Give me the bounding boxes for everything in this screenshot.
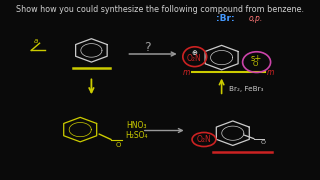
Text: ⊕: ⊕	[192, 50, 198, 56]
Text: O₂N: O₂N	[196, 135, 211, 144]
Text: :Br:: :Br:	[217, 14, 235, 23]
Text: H₂SO₄: H₂SO₄	[125, 130, 148, 140]
Text: o,p.: o,p.	[248, 14, 262, 23]
Text: m: m	[266, 68, 274, 77]
Text: a: a	[33, 37, 37, 44]
Text: HNO₃: HNO₃	[126, 121, 147, 130]
Text: O: O	[260, 140, 266, 145]
Text: Show how you could synthesize the following compound from benzene.: Show how you could synthesize the follow…	[16, 4, 304, 14]
Text: s+: s+	[251, 54, 262, 63]
Text: m: m	[182, 68, 190, 77]
Text: O: O	[252, 61, 258, 67]
Text: O₂N: O₂N	[186, 54, 201, 63]
Text: O: O	[116, 142, 121, 148]
Text: Br₂, FeBr₃: Br₂, FeBr₃	[228, 86, 263, 92]
Text: ?: ?	[144, 41, 151, 54]
